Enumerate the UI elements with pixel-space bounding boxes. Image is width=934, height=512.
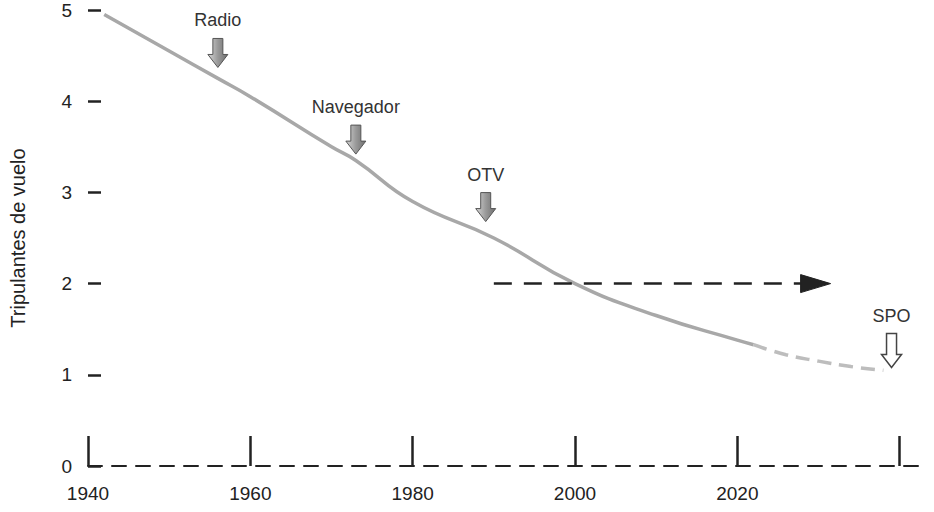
svg-text:SPO: SPO — [873, 306, 911, 326]
svg-text:5: 5 — [61, 0, 72, 21]
svg-text:2020: 2020 — [716, 483, 758, 504]
svg-text:Radio: Radio — [194, 10, 241, 30]
svg-text:Tripulantes de vuelo: Tripulantes de vuelo — [7, 148, 29, 327]
svg-text:3: 3 — [61, 182, 72, 203]
svg-text:1940: 1940 — [67, 483, 109, 504]
svg-text:0: 0 — [61, 456, 72, 477]
svg-text:Navegador: Navegador — [312, 97, 400, 117]
svg-text:OTV: OTV — [467, 165, 504, 185]
svg-text:1: 1 — [61, 364, 72, 385]
svg-text:2000: 2000 — [554, 483, 596, 504]
svg-text:1980: 1980 — [392, 483, 434, 504]
svg-text:2: 2 — [61, 273, 72, 294]
svg-text:4: 4 — [61, 91, 72, 112]
svg-text:1960: 1960 — [229, 483, 271, 504]
